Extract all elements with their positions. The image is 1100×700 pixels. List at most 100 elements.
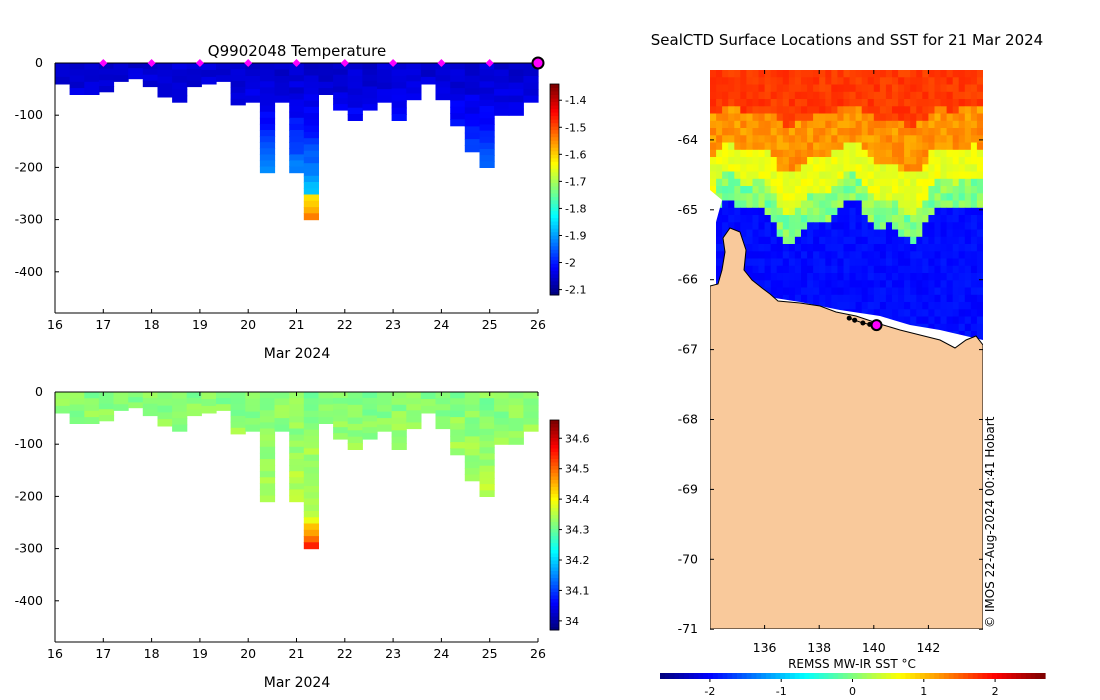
sst-cell: [776, 120, 784, 129]
sst-cell: [716, 273, 723, 281]
sst-cell: [855, 106, 863, 115]
sst-cell: [928, 135, 935, 144]
salinity-cell: [98, 392, 115, 399]
colorbar-segment: [550, 203, 559, 208]
sst-cell: [898, 280, 905, 289]
sst-cell: [746, 142, 753, 151]
sst-colorbar-segment: [660, 673, 666, 679]
sst-cell: [867, 215, 875, 223]
sst-cell: [764, 157, 772, 165]
colorbar-segment: [550, 245, 559, 250]
sst-cell: [964, 70, 972, 78]
sst-cell: [849, 120, 857, 129]
sst-colorbar-tick-label: -2: [704, 685, 715, 698]
sst-cell: [873, 149, 881, 158]
sst-cell: [970, 91, 978, 100]
salinity-cell: [289, 422, 305, 430]
sst-colorbar-segment: [919, 673, 926, 679]
sst-cell: [831, 142, 838, 151]
sst-cell: [813, 244, 820, 252]
sst-cell: [801, 294, 808, 303]
sst-cell: [746, 171, 753, 180]
sst-cell: [910, 280, 917, 289]
sst-cell: [946, 251, 954, 260]
temperature-cell: [259, 148, 276, 155]
sst-cell: [946, 323, 954, 332]
x-tick-label: 26: [530, 317, 546, 332]
sst-cell: [928, 157, 935, 165]
sst-cell: [946, 229, 954, 238]
temperature-cell: [128, 63, 144, 69]
sst-cell: [867, 128, 875, 136]
sst-cell: [776, 186, 784, 194]
temperature-cell: [113, 75, 129, 82]
salinity-cell: [391, 443, 407, 450]
sst-cell: [879, 273, 887, 281]
sst-cell: [879, 193, 887, 202]
salinity-cell: [186, 397, 202, 405]
sst-cell: [934, 200, 942, 209]
sst-cell: [728, 200, 735, 209]
sst-cell: [794, 280, 802, 289]
sst-cell: [879, 142, 887, 151]
x-tick-label: 23: [385, 317, 401, 332]
sst-cell: [879, 91, 887, 100]
salinity-cell: [523, 398, 539, 406]
sst-cell: [946, 244, 954, 252]
salinity-cell: [391, 436, 407, 444]
sst-cell: [946, 193, 954, 202]
temperature-cell: [216, 63, 232, 70]
sst-cell: [819, 200, 826, 209]
colorbar-segment: [550, 605, 559, 610]
colorbar-tick-label: -2: [565, 257, 576, 270]
sst-cell: [764, 120, 772, 129]
sst-cell: [716, 265, 723, 274]
sst-cell: [916, 280, 923, 289]
colorbar-segment: [550, 196, 559, 201]
sst-cell: [940, 120, 948, 129]
salinity-cell: [508, 424, 524, 432]
sst-cell: [861, 113, 869, 122]
temperature-cell: [230, 69, 246, 76]
sst-cell: [952, 128, 960, 136]
salinity-cell: [347, 398, 363, 406]
colorbar-segment: [550, 200, 559, 205]
sst-cell: [807, 258, 814, 267]
sst-cell: [746, 236, 753, 245]
sst-cell: [734, 135, 741, 144]
sst-cell: [952, 120, 960, 129]
salinity-cell: [274, 398, 290, 406]
sst-cell: [916, 200, 923, 209]
sst-cell: [813, 142, 820, 151]
sst-cell: [734, 70, 741, 78]
sst-cell: [740, 128, 747, 136]
sst-cell: [885, 164, 893, 173]
sst-colorbar-segment: [693, 673, 700, 679]
colorbar-segment: [550, 259, 559, 264]
sst-cell: [928, 280, 935, 289]
sst-colorbar-segment: [939, 673, 945, 679]
sst-cell: [734, 178, 741, 187]
salinity-cell: [508, 437, 524, 445]
sst-cell: [782, 149, 790, 158]
sst-cell: [758, 265, 766, 274]
sst-cell: [885, 287, 893, 296]
sst-colorbar-segment: [910, 673, 916, 679]
sst-cell: [746, 91, 753, 100]
sst-cell: [855, 229, 863, 238]
salinity-cell: [450, 404, 466, 412]
temperature-cell: [479, 63, 495, 70]
sst-cell: [922, 186, 929, 194]
sst-cell: [855, 171, 863, 180]
sst-cell: [958, 265, 966, 274]
sst-cell: [904, 215, 911, 223]
sst-cell: [910, 200, 917, 209]
sst-cell: [831, 91, 838, 100]
sst-cell: [746, 84, 753, 93]
salinity-cell: [450, 410, 466, 418]
colorbar-tick-label: -1.7: [565, 175, 586, 188]
salinity-cell: [157, 392, 173, 400]
sst-cell: [843, 186, 851, 194]
sst-cell: [958, 113, 966, 122]
sst-cell: [801, 70, 808, 78]
